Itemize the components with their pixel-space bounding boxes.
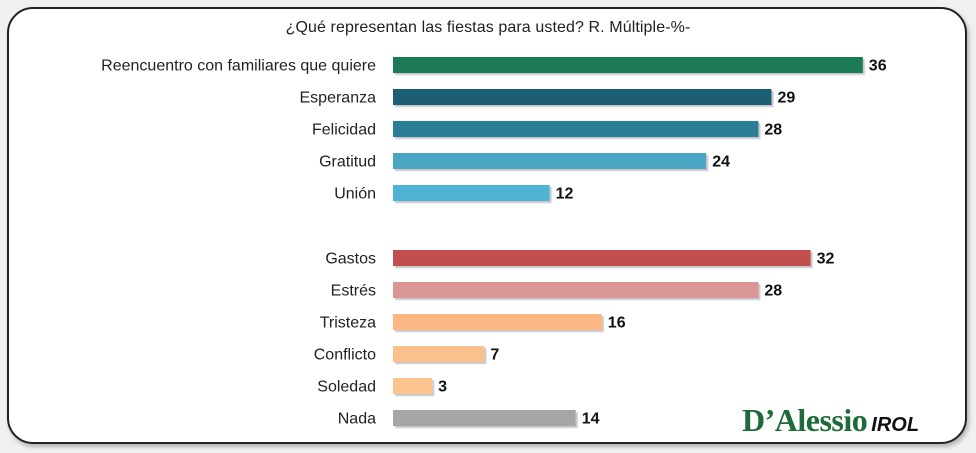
category-label-soledad: Soledad [317,379,376,396]
value-label-gastos: 32 [817,251,835,268]
bar-gratitud [393,153,707,169]
dalessio-irol-logo: D’Alessio IROL [742,402,919,439]
category-label-felicidad: Felicidad [312,122,376,139]
chart-title: ¿Qué representan las fiestas para usted?… [285,19,691,36]
category-label-union: Unión [334,186,376,203]
bar-gastos [393,250,811,266]
value-label-soledad: 3 [438,379,447,396]
value-label-nada: 14 [582,411,600,428]
bar-esperanza [393,89,772,105]
bar-estres [393,282,759,298]
value-label-gratitud: 24 [712,154,730,171]
value-label-estres: 28 [764,283,782,300]
value-label-union: 12 [556,186,574,203]
category-label-conflicto: Conflicto [314,347,376,364]
value-label-tristeza: 16 [608,315,626,332]
logo-brand: D’Alessio [742,402,868,438]
category-label-nada: Nada [338,411,376,428]
bar-tristeza [393,314,602,330]
value-label-reencuentro-con-familiares-que-quiere: 36 [869,58,887,75]
logo-suffix: IROL [871,414,920,436]
bar-felicidad [393,121,759,137]
category-label-gratitud: Gratitud [319,154,376,171]
chart-frame [7,7,967,444]
bar-reencuentro-con-familiares-que-quiere [393,57,863,73]
bar-conflicto [393,346,485,362]
category-label-esperanza: Esperanza [300,90,377,107]
value-label-conflicto: 7 [490,347,499,364]
value-label-felicidad: 28 [764,122,782,139]
value-label-esperanza: 29 [777,90,795,107]
bar-nada [393,410,576,426]
category-label-gastos: Gastos [325,251,376,268]
bar-soledad [393,378,433,394]
category-label-estres: Estrés [331,283,376,300]
category-label-tristeza: Tristeza [320,315,376,332]
bar-union [393,185,550,201]
category-label-reencuentro-con-familiares-que-quiere: Reencuentro con familiares que quiere [101,58,376,75]
